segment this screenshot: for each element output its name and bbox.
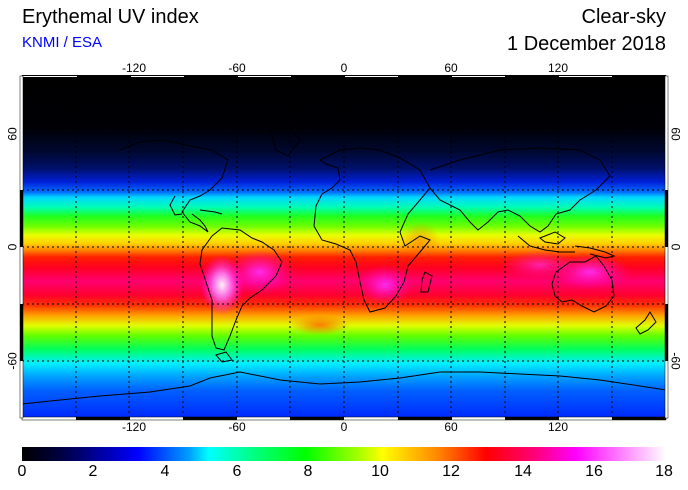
colorbar-label: 16 (585, 463, 603, 480)
lon-tick-bottom: 60 (444, 420, 458, 434)
chart-title: Erythemal UV index (22, 6, 199, 28)
colorbar-label: 4 (160, 463, 170, 480)
colorbar-label: 0 (17, 463, 27, 480)
date-label: 1 December 2018 (507, 33, 666, 55)
colorbar-label: 18 (655, 463, 673, 480)
lon-tick-bottom: 0 (340, 420, 348, 434)
lon-tick-bottom: 120 (547, 420, 569, 434)
lon-tick-top: 120 (547, 61, 569, 75)
lon-tick-bottom: -60 (228, 420, 246, 434)
lon-tick-top: -120 (121, 61, 147, 75)
coastlines (22, 127, 666, 405)
border-bars (19, 75, 669, 421)
colorbar-label: 14 (514, 463, 532, 480)
colorbar-label: 6 (232, 463, 242, 480)
colorbar-label: 8 (303, 463, 313, 480)
colorbar-label: 12 (442, 463, 460, 480)
lon-tick-bottom: -120 (121, 420, 147, 434)
source-label: KNMI / ESA (22, 34, 103, 51)
lon-tick-top: -60 (228, 61, 246, 75)
uv-colorbar (22, 447, 666, 461)
uv-index-map (19, 75, 669, 421)
lon-tick-top: 0 (340, 61, 348, 75)
sky-condition-label: Clear-sky (581, 6, 666, 28)
colorbar-label: 2 (88, 463, 98, 480)
lon-tick-top: 60 (444, 61, 458, 75)
colorbar-label: 10 (371, 463, 389, 480)
graticule (22, 76, 666, 418)
